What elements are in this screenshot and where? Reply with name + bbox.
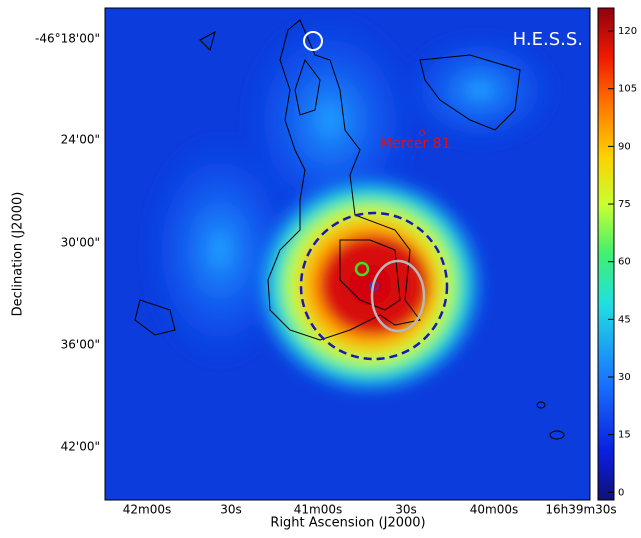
x-tick-label: 41m00s [294,503,342,517]
annotation: Mercer 81 [380,136,450,152]
colorbar-tick-label: 120 [618,26,637,37]
x-tick-label: 40m00s [470,503,518,517]
colorbar-tick-label: 15 [618,430,631,441]
x-tick-label: 42m00s [123,503,171,517]
y-tick-label: -46°18'00" [35,32,100,46]
colorbar-tick-label: 0 [618,487,624,498]
chart-title: H.E.S.S. [513,29,583,50]
y-axis-label: Declination (J2000) [11,192,26,317]
x-tick-label: 30s [220,503,242,517]
colorbar-tick-label: 105 [618,84,637,95]
x-tick-label: 30s [395,503,417,517]
plot-frame [104,7,591,501]
contours [134,19,565,440]
colorbar-tick-label: 60 [618,257,631,268]
x-tick-label: 16h39m30s [545,503,616,517]
y-tick-label: 24'00" [61,133,100,147]
sky-map: Mercer 81 H.E.S.S. [105,8,590,500]
y-tick-label: 36'00" [61,338,100,352]
colorbar-tick-label: 75 [618,199,631,210]
colorbar-tick-label: 90 [618,141,631,152]
y-tick-label: 42'00" [61,440,100,454]
colorbar-tick-label: 45 [618,314,631,325]
y-tick-label: 30'00" [61,236,100,250]
colorbar [597,7,615,501]
colorbar-tick-label: 30 [618,372,631,383]
x-axis-label: Right Ascension (J2000) [270,516,425,531]
